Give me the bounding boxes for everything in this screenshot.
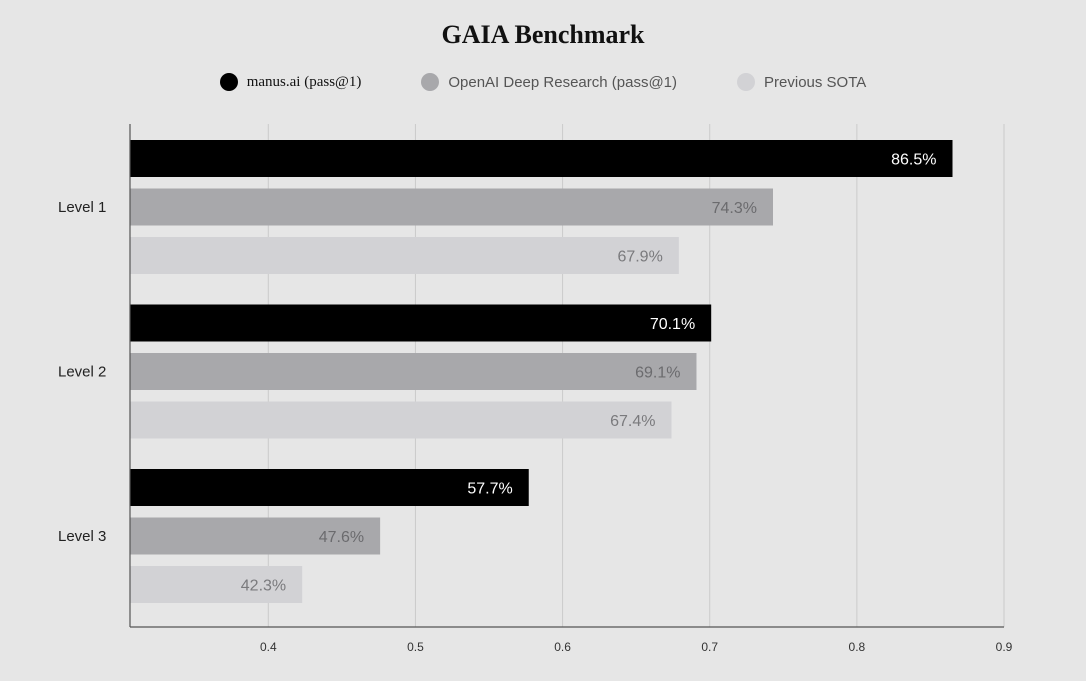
legend-label-manus: manus.ai (pass@1) — [246, 73, 362, 90]
bar-3-1 — [130, 469, 529, 506]
legend: manus.ai (pass@1) OpenAI Deep Research (… — [0, 70, 1086, 94]
bar-3-3 — [130, 566, 303, 603]
bar-1-3 — [130, 237, 679, 274]
x-tick-label-3: 0.7 — [701, 640, 718, 654]
value-label-1-1: 86.5% — [891, 152, 936, 169]
category-label-2: Level 2 — [58, 364, 106, 381]
value-label-1-2: 74.3% — [712, 200, 757, 217]
value-label-2-1: 70.1% — [650, 316, 695, 333]
value-label-1-3: 67.9% — [617, 249, 662, 266]
bar-3-2 — [130, 517, 381, 555]
x-tick-label-0: 0.4 — [260, 640, 277, 654]
legend-item-previous-sota: Previous SOTA — [737, 73, 866, 91]
value-label-2-3: 67.4% — [610, 413, 655, 430]
value-label-3-2: 47.6% — [319, 529, 364, 546]
value-label-2-2: 69.1% — [635, 365, 680, 382]
x-tick-label-5: 0.9 — [996, 640, 1013, 654]
legend-swatch-previous-sota — [737, 73, 756, 91]
category-label-3: Level 3 — [58, 528, 106, 545]
legend-item-manus: manus.ai (pass@1) — [219, 73, 362, 91]
value-label-3-3: 42.3% — [241, 578, 286, 595]
bar-1-2 — [130, 188, 773, 226]
x-tick-label-4: 0.8 — [849, 640, 866, 654]
bar-2-3 — [130, 401, 672, 439]
legend-swatch-manus — [219, 73, 238, 91]
value-label-3-1: 57.7% — [467, 481, 512, 498]
bar-1-1 — [130, 140, 953, 177]
x-tick-label-2: 0.6 — [554, 640, 571, 654]
bar-2-1 — [130, 304, 712, 342]
chart-title: GAIA Benchmark — [441, 20, 645, 49]
bar-2-2 — [130, 353, 697, 390]
legend-item-openai: OpenAI Deep Research (pass@1) — [421, 73, 677, 91]
legend-label-openai: OpenAI Deep Research (pass@1) — [448, 73, 678, 91]
x-tick-label-1: 0.5 — [407, 640, 424, 654]
category-label-1: Level 1 — [58, 199, 106, 216]
legend-label-previous-sota: Previous SOTA — [764, 73, 867, 91]
legend-swatch-openai — [421, 73, 440, 91]
